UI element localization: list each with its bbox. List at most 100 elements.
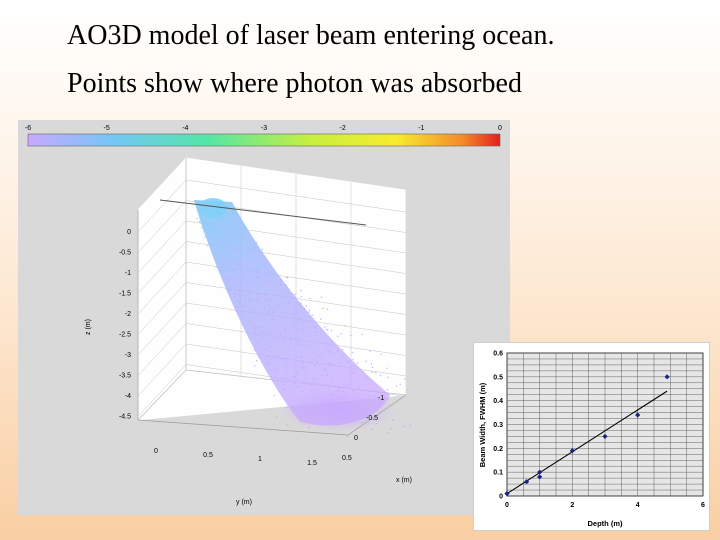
photon-point xyxy=(283,388,285,391)
photon-point xyxy=(320,318,322,320)
photon-point xyxy=(375,422,378,425)
photon-point xyxy=(197,205,200,208)
trendline xyxy=(506,390,668,495)
colorbar-tick-label: -3 xyxy=(261,125,267,132)
photon-point xyxy=(296,414,299,417)
photon-point xyxy=(372,416,375,419)
grid-line xyxy=(137,179,187,233)
photon-point xyxy=(314,326,316,328)
photon-point xyxy=(302,366,304,369)
photon-point xyxy=(240,241,242,243)
photon-point xyxy=(271,320,273,322)
photon-point xyxy=(277,294,280,297)
photon-point xyxy=(242,314,244,317)
photon-point xyxy=(209,221,211,224)
photon-point xyxy=(254,349,256,351)
photon-point xyxy=(308,344,311,346)
photon-point xyxy=(234,234,236,237)
photon-point xyxy=(269,281,271,283)
photon-point xyxy=(347,435,349,438)
photon-point xyxy=(306,328,308,331)
data-point xyxy=(504,491,510,497)
photon-point xyxy=(370,428,373,431)
photon-point xyxy=(304,378,307,381)
photon-point xyxy=(339,362,341,364)
photon-point xyxy=(311,376,314,379)
photon-point xyxy=(218,236,220,238)
photon-point xyxy=(200,202,203,205)
photon-point xyxy=(328,350,331,353)
photon-point xyxy=(216,219,218,222)
photon-point xyxy=(353,364,355,367)
photon-point xyxy=(246,256,249,259)
photon-point xyxy=(210,202,213,204)
photon-point xyxy=(310,389,313,392)
photon-point xyxy=(331,393,333,396)
photon-point xyxy=(210,225,212,227)
photon-point xyxy=(298,317,301,320)
photon-point xyxy=(251,250,253,253)
photon-point xyxy=(255,259,258,262)
photon-point xyxy=(265,280,268,283)
photon-point xyxy=(225,269,228,272)
photon-point xyxy=(236,310,239,312)
photon-point xyxy=(324,369,327,371)
photon-point xyxy=(255,298,258,301)
photon-point xyxy=(344,394,347,396)
photon-point xyxy=(257,334,260,336)
photon-point xyxy=(348,373,350,376)
photon-point xyxy=(206,245,209,247)
photon-point xyxy=(348,361,350,364)
photon-point xyxy=(255,241,258,244)
photon-point xyxy=(275,308,278,310)
photon-point xyxy=(316,361,319,363)
photon-point xyxy=(301,390,303,393)
photon-point xyxy=(217,239,220,241)
photon-point xyxy=(210,236,212,238)
photon-point xyxy=(268,312,270,315)
photon-point xyxy=(333,353,336,355)
photon-point xyxy=(252,266,255,268)
grid-line xyxy=(137,302,187,356)
photon-point xyxy=(319,355,321,357)
photon-point xyxy=(257,293,259,295)
photon-point xyxy=(316,334,319,337)
y-tick-label: 0.3 xyxy=(493,422,503,429)
photon-point xyxy=(386,367,389,370)
photon-point xyxy=(320,296,323,299)
photon-point xyxy=(257,268,260,270)
photon-point xyxy=(219,230,221,233)
photon-point xyxy=(259,276,261,279)
photon-point xyxy=(229,269,232,272)
photon-point xyxy=(203,230,205,233)
z-tick-label: -4.5 xyxy=(119,414,131,421)
photon-point xyxy=(208,230,211,233)
photon-cloud xyxy=(194,198,412,438)
photon-point xyxy=(258,297,261,300)
photon-point xyxy=(265,300,267,302)
photon-point xyxy=(290,338,293,340)
photon-point xyxy=(268,304,270,306)
photon-point xyxy=(263,307,265,309)
photon-point xyxy=(399,383,402,386)
photon-point xyxy=(315,331,318,333)
photon-point xyxy=(308,297,311,300)
photon-point xyxy=(268,308,271,310)
photon-point xyxy=(358,386,360,389)
photon-point xyxy=(390,428,393,430)
photon-point xyxy=(320,401,322,404)
photon-point xyxy=(361,333,364,336)
photon-point xyxy=(305,366,307,368)
x-tick-label: 2 xyxy=(570,502,574,509)
photon-point xyxy=(379,374,382,377)
photon-point xyxy=(224,219,226,222)
photon-point xyxy=(386,432,389,434)
photon-point xyxy=(374,371,377,374)
colorbar-tick-label: -6 xyxy=(25,125,31,132)
photon-point xyxy=(244,304,246,307)
photon-point xyxy=(395,385,398,387)
photon-point xyxy=(215,235,218,238)
3d-plot-canvas: -6 -5 -4 -3 -2 -1 0 0-0.5-1-1.5-2-2.5-3-3.5-4-… xyxy=(25,125,502,506)
photon-point xyxy=(210,237,213,240)
photon-point xyxy=(239,302,241,305)
